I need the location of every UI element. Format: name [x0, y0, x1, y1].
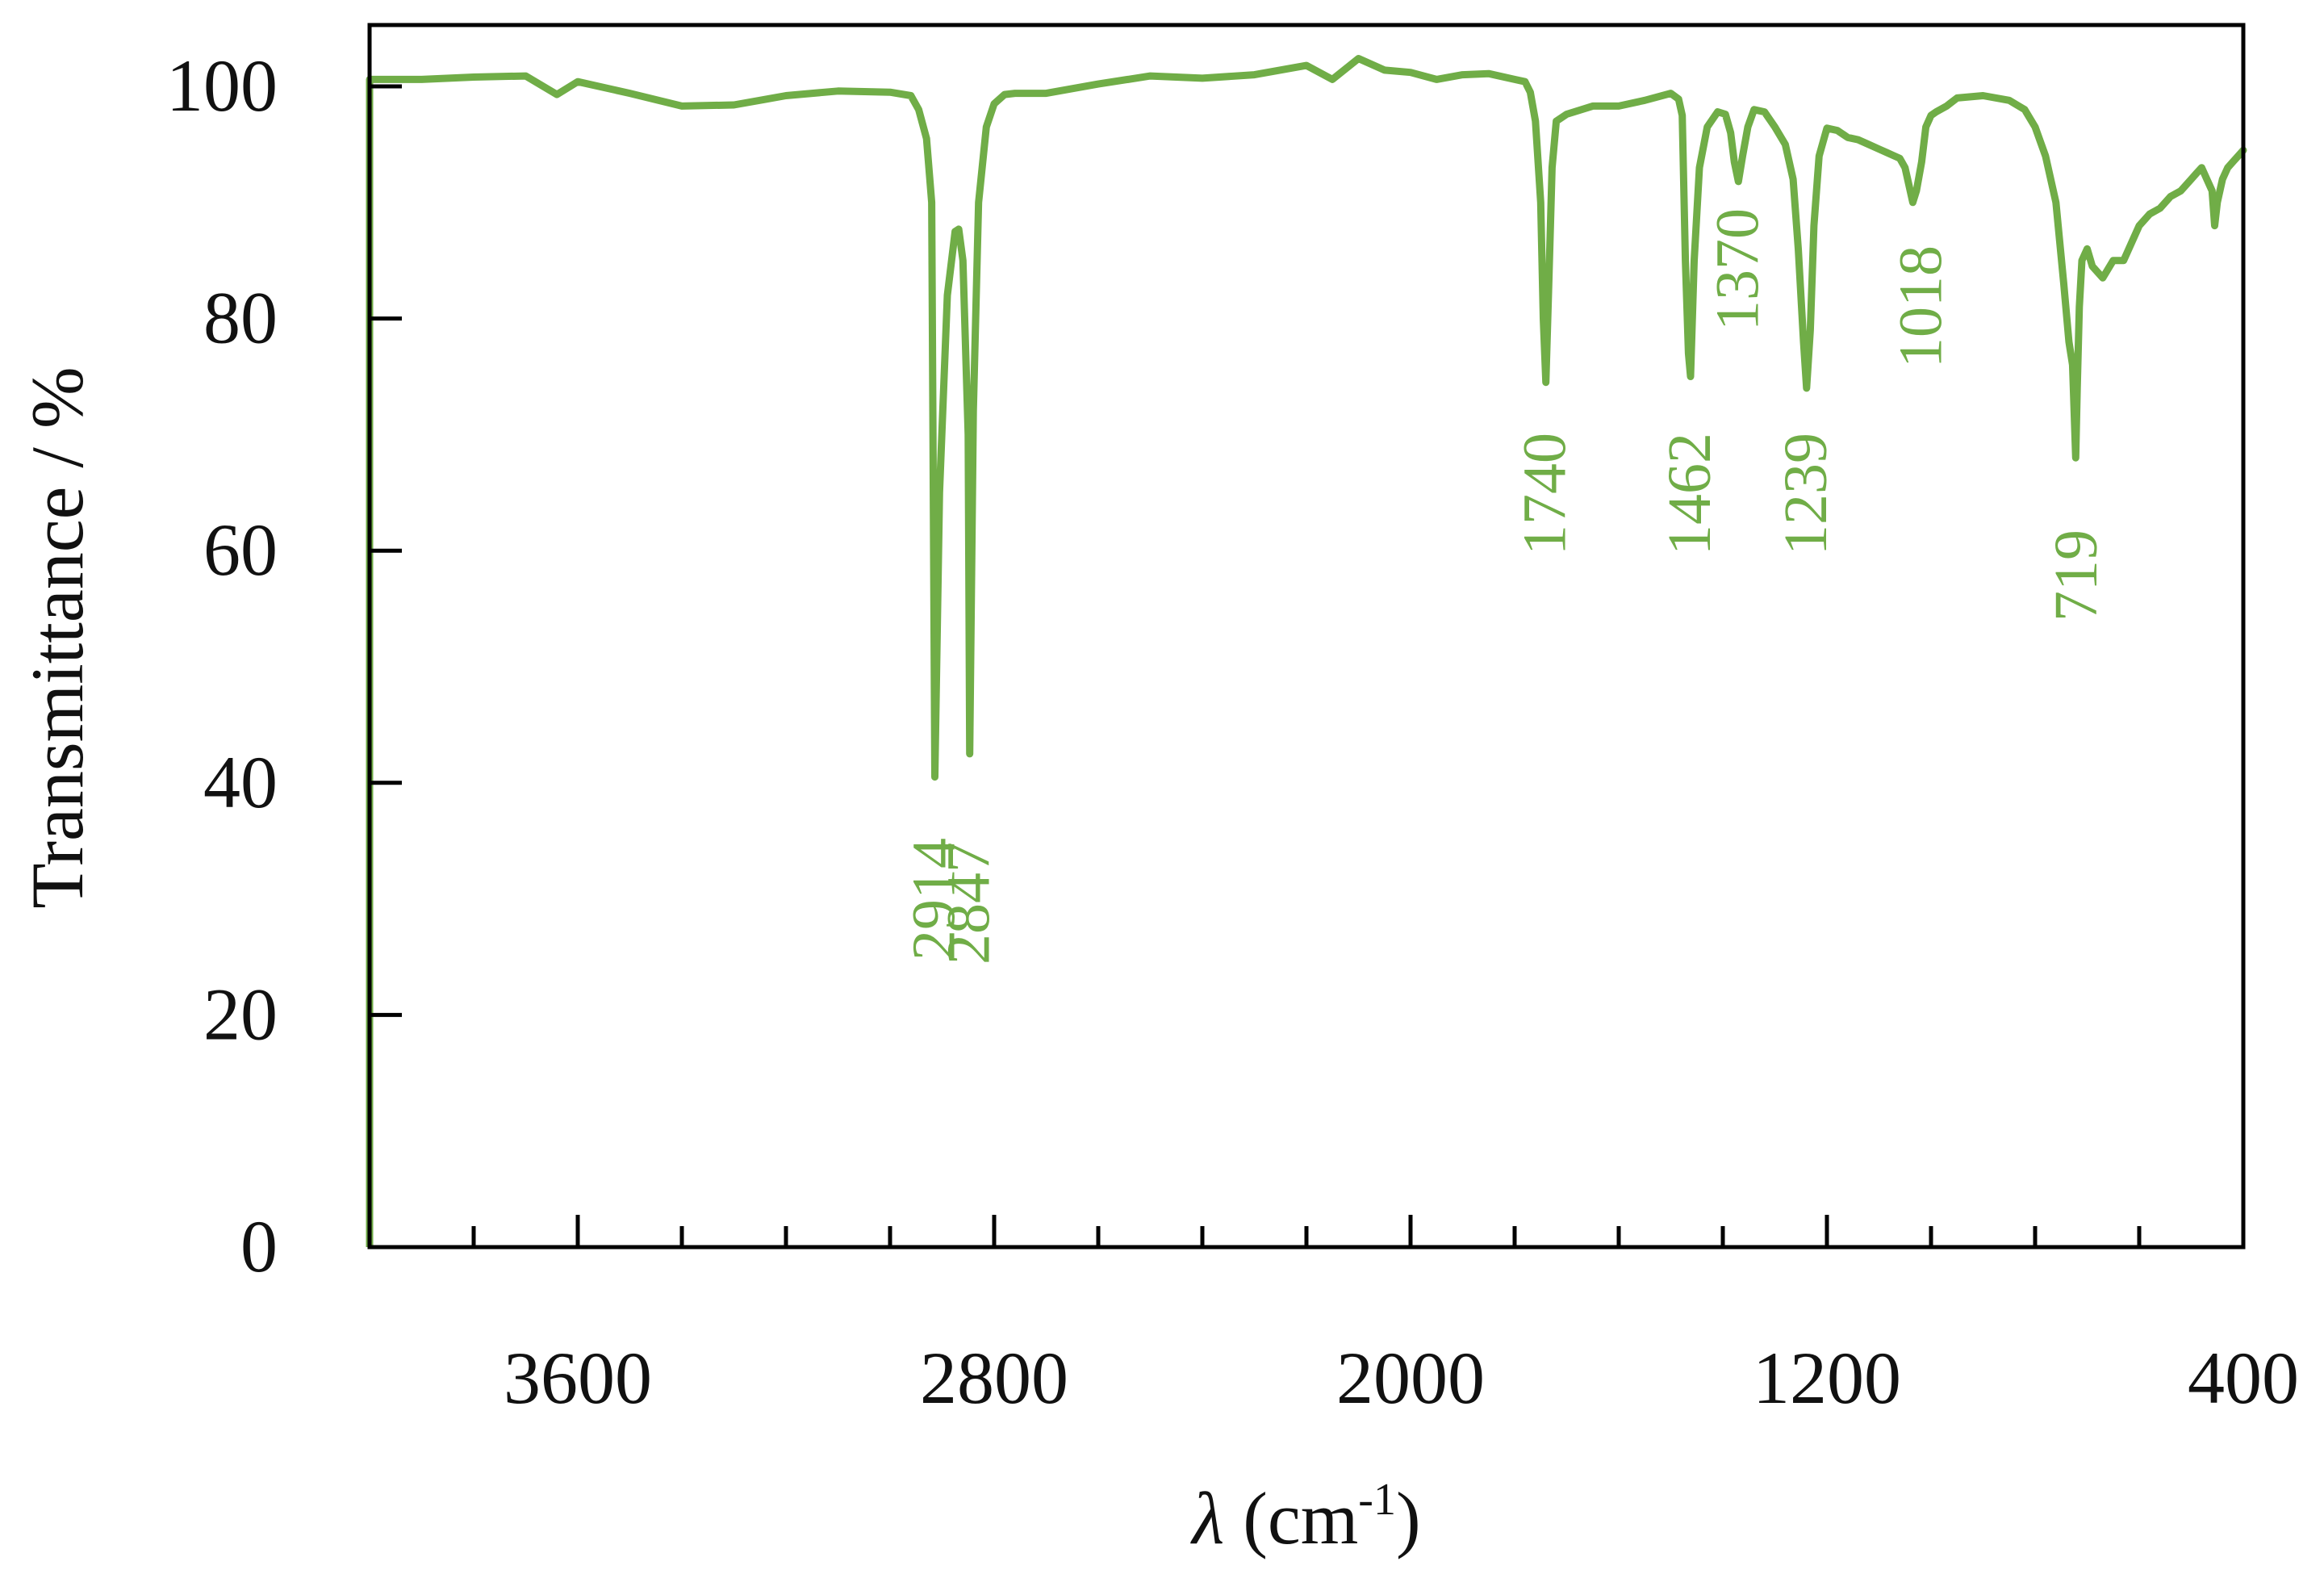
x-tick-label: 2000 [1336, 1337, 1485, 1419]
spectrum-line [366, 55, 2247, 781]
peak-label: 1018 [1887, 245, 1954, 368]
y-axis-title: Transmittance / % [16, 366, 98, 908]
x-tick-label: 2800 [920, 1337, 1068, 1419]
x-axis-title-unit: (cm [1224, 1477, 1358, 1559]
y-axis-tick-labels: 0 20 40 60 80 100 [166, 44, 278, 1287]
y-axis-ticks [370, 84, 402, 1017]
y-tick-label: 0 [240, 1205, 278, 1287]
x-axis-title-close: ) [1396, 1477, 1421, 1559]
x-axis-ticks [471, 1215, 2142, 1247]
x-tick-label: 1200 [1753, 1337, 1901, 1419]
x-axis-title-exponent: -1 [1358, 1475, 1396, 1525]
peak-label: 2847 [935, 842, 1003, 965]
y-tick-label: 20 [203, 973, 278, 1055]
x-tick-label: 3600 [504, 1337, 652, 1419]
x-axis-tick-labels: 3600 2800 2000 1200 400 [504, 1337, 2299, 1419]
y-tick-label: 100 [166, 44, 278, 127]
peak-label: 1740 [1511, 433, 1579, 555]
peak-label: 1239 [1772, 433, 1840, 555]
x-axis-title: λ (cm-1) [1189, 1475, 1420, 1559]
y-tick-label: 80 [203, 277, 278, 359]
y-tick-label: 60 [203, 509, 278, 591]
peak-label: 1370 [1703, 208, 1771, 331]
y-tick-label: 40 [203, 741, 278, 823]
peak-label: 2914 [901, 838, 968, 961]
peak-label: 1462 [1656, 433, 1724, 555]
peak-label: 719 [2042, 530, 2110, 622]
x-axis-title-symbol: λ [1189, 1477, 1224, 1559]
x-tick-label: 400 [2188, 1337, 2299, 1419]
